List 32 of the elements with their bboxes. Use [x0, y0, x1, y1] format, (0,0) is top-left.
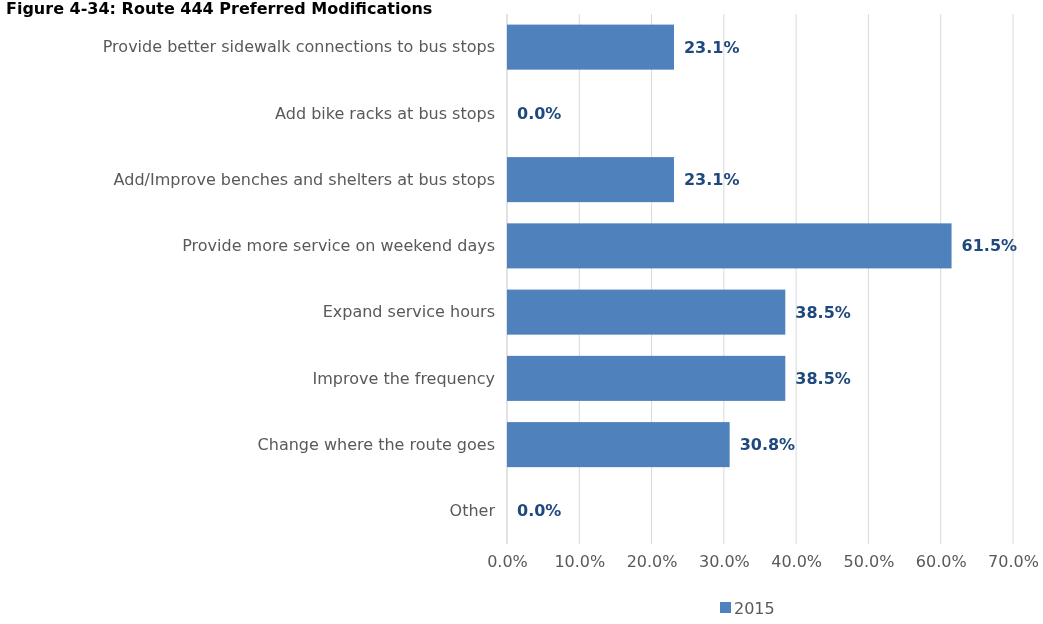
x-tick-label: 70.0%	[988, 552, 1039, 572]
data-label: 61.5%	[961, 236, 1018, 256]
y-tick-label: Expand service hours	[322, 302, 495, 322]
y-tick-label: Other	[449, 500, 496, 520]
x-tick-label: 20.0%	[626, 552, 678, 572]
text: Figure 4-34: Route 444 Preferred Modifications	[6, 0, 433, 18]
x-tick-label: 10.0%	[554, 552, 606, 572]
bar	[507, 157, 674, 203]
bar	[507, 223, 952, 269]
y-tick-label: Improve the frequency	[312, 368, 495, 388]
data-label: 0.0%	[517, 103, 562, 123]
x-tick-label: 50.0%	[843, 552, 895, 572]
y-tick-label: Provide more service on weekend days	[182, 235, 495, 255]
data-label: 23.1%	[683, 170, 740, 190]
x-tick-label: 0.0%	[487, 552, 528, 572]
bar	[507, 422, 730, 468]
y-tick-label: Add bike racks at bus stops	[275, 103, 495, 123]
x-tick-label: 30.0%	[698, 552, 750, 572]
data-label: 23.1%	[683, 37, 740, 57]
data-label: 0.0%	[517, 501, 562, 521]
y-tick-label: Add/Improve benches and shelters at bus stops	[113, 169, 495, 189]
y-tick-label: Provide better sidewalk connections to bus stops	[102, 37, 495, 57]
legend-label: 2015	[734, 598, 775, 618]
data-label: 30.8%	[739, 435, 796, 455]
bar	[507, 24, 674, 70]
data-label: 38.5%	[795, 302, 851, 322]
data-label: 38.5%	[795, 368, 851, 388]
bar	[507, 355, 786, 401]
x-tick-label: 40.0%	[771, 552, 823, 572]
bar	[507, 289, 786, 335]
y-tick-label: Change where the route goes	[257, 434, 495, 454]
x-tick-label: 60.0%	[915, 552, 967, 572]
